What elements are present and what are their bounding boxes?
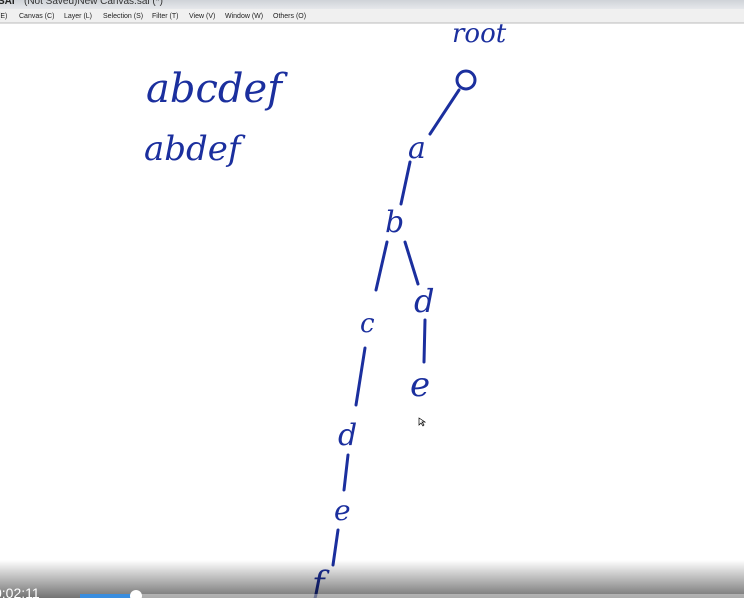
node-label: e (334, 494, 351, 527)
word: abdef (144, 129, 246, 169)
menu-item[interactable]: Selection (S) (103, 13, 143, 20)
edge (403, 240, 420, 286)
node-label: e (410, 365, 430, 405)
menu-item[interactable]: (E) (0, 13, 7, 20)
app-name: SAI (0, 0, 15, 7)
menu-item[interactable]: View (V) (189, 13, 215, 20)
node-label: c (360, 309, 375, 339)
edge (331, 528, 340, 567)
node-label: d (338, 418, 357, 453)
video-controls (0, 560, 744, 598)
menu-bar (0, 9, 744, 23)
time: 0:02:11 (0, 585, 40, 598)
node-label: d (414, 282, 434, 320)
edge (422, 318, 427, 364)
root-label: root (452, 19, 507, 49)
edge (374, 240, 389, 292)
root-node (455, 69, 477, 91)
edge (342, 453, 350, 492)
menu-item[interactable]: Window (W) (225, 13, 263, 20)
menu-item[interactable]: Others (O) (273, 13, 306, 20)
progress-handle[interactable] (130, 590, 142, 598)
edge (428, 88, 461, 136)
word: abcdef (146, 66, 288, 112)
edge (354, 346, 367, 407)
title-bar (0, 0, 744, 9)
menu-item[interactable]: Layer (L) (64, 13, 92, 20)
node-label: a (408, 131, 426, 166)
progress-fill (80, 594, 136, 598)
menu: (E) Canvas (C) Layer (L) Selection (S) Filte… (0, 13, 306, 20)
menu-item[interactable]: Canvas (C) (19, 13, 54, 20)
window-title: (Not Saved)New Canvas.sai (*) (24, 0, 163, 7)
menu-item[interactable]: Filter (T) (152, 13, 178, 20)
canvas: abcdef abdef root abcddeef (144, 19, 507, 598)
cursor (418, 417, 427, 427)
node-label: b (385, 205, 404, 240)
progress-track[interactable] (80, 594, 744, 598)
edge (399, 160, 412, 206)
